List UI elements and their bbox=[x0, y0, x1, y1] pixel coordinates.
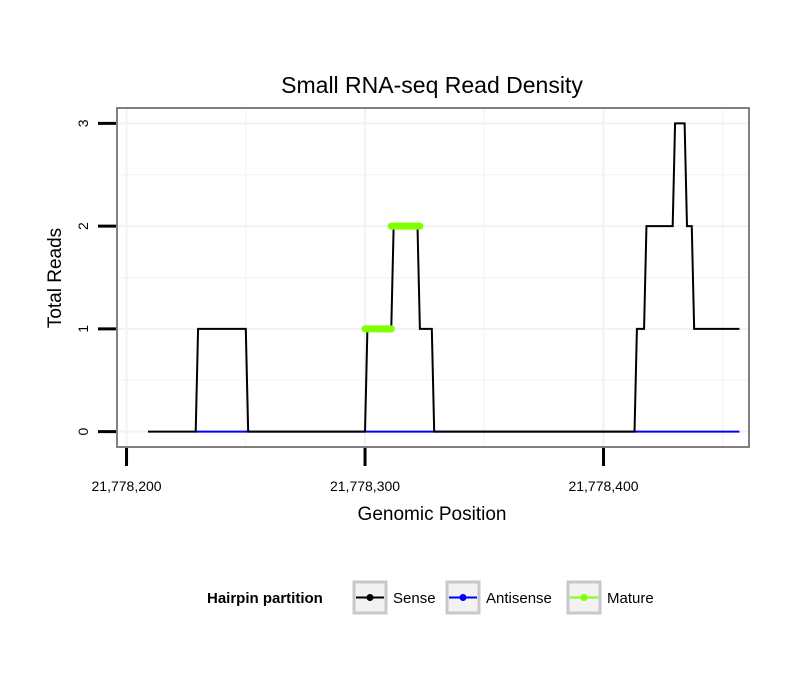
y-tick-label: 0 bbox=[75, 427, 91, 435]
x-tick-label: 21,778,300 bbox=[330, 478, 400, 494]
legend-item-antisense: Antisense bbox=[445, 580, 552, 615]
x-tick-label: 21,778,200 bbox=[92, 478, 162, 494]
y-tick-label: 2 bbox=[75, 222, 91, 230]
legend-item-sense: Sense bbox=[352, 580, 436, 615]
legend-label: Sense bbox=[393, 590, 436, 607]
series-line-sense bbox=[148, 122, 740, 433]
x-tick-label: 21,778,400 bbox=[568, 478, 638, 494]
legend-key-point bbox=[366, 594, 374, 601]
series-layer bbox=[148, 122, 740, 433]
legend-label: Antisense bbox=[486, 590, 552, 607]
chart-title: Small RNA-seq Read Density bbox=[281, 72, 583, 98]
legend-key-point bbox=[580, 594, 588, 601]
panel-border bbox=[116, 107, 750, 448]
x-axis: 21,778,200 21,778,300 21,778,400 bbox=[92, 448, 639, 494]
legend: Hairpin partition Sense Antisense Mature bbox=[207, 580, 654, 615]
y-axis-title: Total Reads bbox=[45, 228, 66, 328]
y-tick-label: 1 bbox=[75, 325, 91, 333]
legend-title: Hairpin partition bbox=[207, 590, 323, 607]
legend-key-point bbox=[459, 594, 467, 601]
legend-item-mature: Mature bbox=[566, 580, 654, 615]
x-axis-title: Genomic Position bbox=[358, 504, 507, 525]
legend-label: Mature bbox=[607, 590, 654, 607]
y-axis: 0 1 2 3 bbox=[75, 119, 116, 435]
y-tick-label: 3 bbox=[75, 119, 91, 127]
